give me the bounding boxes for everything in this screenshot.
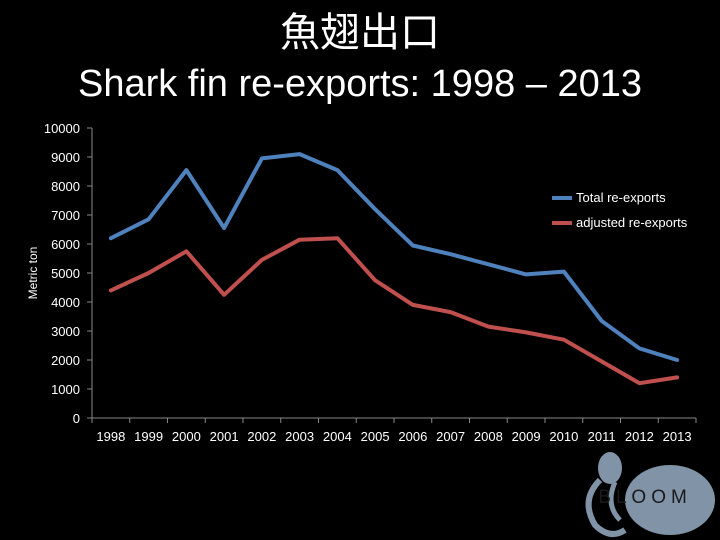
y-tick-label: 1000 (51, 382, 80, 397)
data-point (600, 359, 604, 364)
x-tick-label: 2009 (512, 429, 541, 444)
x-tick-label: 2007 (436, 429, 465, 444)
y-tick-label: 5000 (51, 266, 80, 281)
data-point (486, 325, 490, 329)
data-point (675, 358, 679, 362)
x-tick-label: 2004 (323, 429, 352, 444)
series-line-1 (108, 236, 680, 386)
y-axis-label: Metric ton (26, 247, 40, 300)
data-point (109, 236, 113, 240)
data-point (335, 168, 339, 172)
data-point (637, 381, 641, 385)
data-point (298, 152, 302, 156)
y-tick-label: 9000 (51, 150, 80, 165)
data-point (524, 272, 528, 277)
slide-title-chinese: 魚翅出口 (280, 10, 440, 56)
slide-title: Shark fin re-exports: 1998 – 2013 (77, 63, 642, 105)
x-tick-label: 2000 (172, 429, 201, 444)
data-point (184, 168, 188, 172)
data-point (109, 288, 113, 292)
y-tick-label: 6000 (51, 237, 80, 252)
data-point (411, 243, 415, 248)
x-tick-label: 2010 (549, 429, 578, 444)
data-point (411, 303, 415, 307)
y-tick-label: 0 (73, 411, 80, 426)
data-point (147, 217, 151, 221)
y-tick-label: 2000 (51, 353, 80, 368)
y-tick-label: 4000 (51, 295, 80, 310)
x-tick-label: 2013 (663, 429, 692, 444)
x-tick-label: 2001 (210, 429, 239, 444)
y-tick-label: 10000 (44, 121, 80, 136)
data-point (222, 226, 226, 230)
x-tick-label: 2006 (398, 429, 427, 444)
data-point (260, 156, 264, 161)
x-tick-label: 1998 (96, 429, 125, 444)
data-point (373, 278, 377, 282)
x-tick-label: 2005 (361, 429, 390, 444)
data-point (675, 375, 679, 379)
data-point (184, 249, 188, 253)
data-point (486, 262, 490, 266)
data-point (335, 236, 339, 240)
y-tick-label: 8000 (51, 179, 80, 194)
legend-label: adjusted re-exports (576, 215, 688, 230)
data-point (562, 269, 566, 274)
data-point (260, 258, 264, 262)
data-point (147, 271, 151, 275)
data-point (449, 310, 453, 314)
x-tick-label: 2003 (285, 429, 314, 444)
data-point (524, 330, 528, 335)
x-tick-label: 2011 (588, 429, 616, 444)
data-point (298, 238, 302, 242)
data-point (222, 293, 226, 297)
x-tick-label: 2008 (474, 429, 503, 444)
y-tick-label: 3000 (51, 324, 80, 339)
octopus-logo-icon: BLOOM (585, 452, 715, 537)
data-point (373, 207, 377, 211)
x-tick-label: 1999 (134, 429, 163, 444)
logo-text: BLOOM (598, 487, 692, 508)
data-point (637, 346, 641, 350)
y-tick-label: 7000 (51, 208, 80, 223)
legend-label: Total re-exports (576, 190, 666, 205)
data-point (600, 319, 604, 323)
x-tick-label: 2012 (625, 429, 654, 444)
data-point (562, 338, 566, 342)
x-tick-label: 2002 (247, 429, 276, 444)
series-line-0 (108, 152, 680, 362)
data-point (449, 252, 453, 256)
